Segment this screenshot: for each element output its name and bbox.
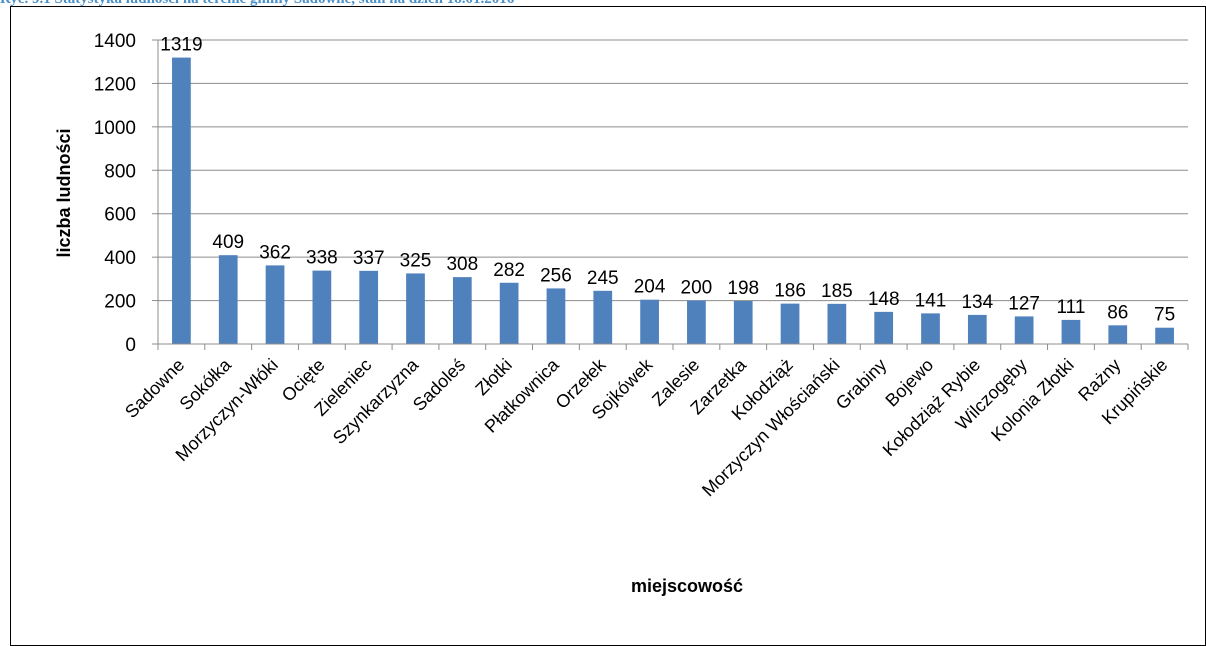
bar (921, 313, 940, 344)
bar (1155, 327, 1174, 344)
bar (1061, 319, 1081, 344)
x-tick-label: Sadowne (121, 355, 188, 422)
x-axis-title: miejscowość (631, 576, 743, 596)
figure-caption: Ryc. 9.1 Statystyka ludności na terenie … (0, 0, 1206, 11)
data-label: 338 (306, 248, 338, 269)
bar (827, 303, 847, 344)
data-label: 362 (259, 242, 291, 263)
bar (218, 255, 238, 344)
x-tick-label: Sadoleś (409, 355, 469, 415)
data-label: 308 (446, 254, 478, 275)
data-label: 141 (915, 290, 947, 311)
bar (406, 273, 425, 344)
data-label: 75 (1154, 305, 1175, 326)
bar (780, 303, 800, 344)
y-tick-label: 1400 (94, 31, 136, 52)
y-tick-label: 0 (125, 335, 136, 356)
data-label: 185 (821, 281, 853, 302)
bar-chart: 0 200 400 600 800 1000 1200 1400 1319 409 362 338 3… (54, 31, 1189, 596)
y-tick-labels: 0 200 400 600 800 1000 1200 1400 (94, 31, 136, 356)
data-label: 127 (1008, 293, 1040, 314)
x-tick-labels: SadowneSokółkaMorzyczyn-WłókiOcięteZiele… (121, 354, 1171, 500)
y-axis-title: liczba ludności (54, 128, 74, 257)
bar (967, 314, 987, 344)
bar (546, 288, 566, 344)
data-label: 245 (587, 268, 619, 289)
bar (640, 299, 659, 344)
data-label: 148 (868, 289, 900, 310)
bar (687, 300, 706, 344)
data-label: 204 (634, 277, 666, 298)
y-tick-label: 400 (104, 248, 136, 269)
bars (172, 57, 1174, 345)
bar (265, 265, 285, 344)
data-label: 256 (540, 265, 572, 286)
bar (593, 290, 613, 344)
data-label: 200 (681, 278, 713, 299)
x-tick-label: Złotki (471, 355, 516, 400)
y-tick-label: 800 (104, 161, 136, 182)
data-label: 282 (493, 260, 525, 281)
data-label: 1319 (160, 35, 202, 56)
x-tick-label: Grabiny (832, 355, 891, 414)
y-tick-label: 1000 (94, 118, 136, 139)
bar (1108, 325, 1128, 344)
bar (499, 282, 519, 344)
bar (312, 270, 332, 344)
data-label: 111 (1057, 297, 1086, 318)
y-tick-label: 1200 (94, 74, 136, 95)
data-label: 86 (1107, 302, 1128, 323)
bar (172, 57, 191, 345)
data-label: 134 (961, 292, 993, 313)
data-label: 325 (400, 250, 432, 271)
data-label: 198 (727, 278, 759, 299)
bar (733, 301, 753, 344)
y-tick-label: 200 (104, 292, 136, 313)
y-tick-label: 600 (104, 205, 136, 226)
bar (1014, 316, 1034, 344)
bar (452, 277, 472, 344)
data-label: 186 (774, 281, 806, 302)
x-tick-label: Kolonia Złotki (987, 355, 1078, 446)
data-labels: 1319 409 362 338 337 325 308 282 256 245 204 200 198… (160, 35, 1175, 326)
bar (359, 270, 379, 344)
axes (152, 39, 1189, 350)
bar (874, 311, 894, 344)
data-label: 409 (212, 232, 244, 253)
gridlines (158, 39, 1188, 302)
data-label: 337 (353, 248, 385, 269)
